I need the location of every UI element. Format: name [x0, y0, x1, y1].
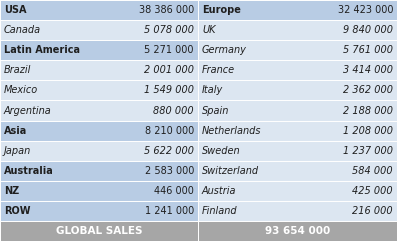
- Text: Mexico: Mexico: [4, 85, 38, 95]
- Bar: [0, 221, 198, 241]
- Bar: [198, 201, 397, 221]
- Text: Spain: Spain: [202, 106, 229, 115]
- Bar: [0, 60, 198, 80]
- Text: 2 583 000: 2 583 000: [145, 166, 194, 176]
- Text: Australia: Australia: [4, 166, 54, 176]
- Text: Netherlands: Netherlands: [202, 126, 262, 136]
- Text: 5 078 000: 5 078 000: [144, 25, 194, 35]
- Text: 1 237 000: 1 237 000: [343, 146, 393, 156]
- Text: Germany: Germany: [202, 45, 247, 55]
- Text: Canada: Canada: [4, 25, 41, 35]
- Text: Latin America: Latin America: [4, 45, 80, 55]
- Bar: [198, 161, 397, 181]
- Text: 425 000: 425 000: [353, 186, 393, 196]
- Bar: [0, 40, 198, 60]
- Text: 446 000: 446 000: [154, 186, 194, 196]
- Bar: [0, 161, 198, 181]
- Text: 32 423 000: 32 423 000: [337, 5, 393, 15]
- Text: 1 549 000: 1 549 000: [144, 85, 194, 95]
- Bar: [198, 60, 397, 80]
- Bar: [0, 181, 198, 201]
- Text: Switzerland: Switzerland: [202, 166, 259, 176]
- Bar: [198, 181, 397, 201]
- Bar: [198, 141, 397, 161]
- Text: USA: USA: [4, 5, 27, 15]
- Bar: [0, 80, 198, 100]
- Text: Brazil: Brazil: [4, 65, 31, 75]
- Bar: [198, 40, 397, 60]
- Text: Sweden: Sweden: [202, 146, 241, 156]
- Text: 1 241 000: 1 241 000: [145, 206, 194, 216]
- Text: 5 622 000: 5 622 000: [144, 146, 194, 156]
- Text: 1 208 000: 1 208 000: [343, 126, 393, 136]
- Text: Argentina: Argentina: [4, 106, 52, 115]
- Bar: [198, 0, 397, 20]
- Text: 2 188 000: 2 188 000: [343, 106, 393, 115]
- Bar: [198, 20, 397, 40]
- Text: Asia: Asia: [4, 126, 27, 136]
- Text: NZ: NZ: [4, 186, 19, 196]
- Text: Austria: Austria: [202, 186, 237, 196]
- Bar: [0, 100, 198, 120]
- Text: 2 362 000: 2 362 000: [343, 85, 393, 95]
- Text: 8 210 000: 8 210 000: [145, 126, 194, 136]
- Text: 216 000: 216 000: [353, 206, 393, 216]
- Text: Japan: Japan: [4, 146, 31, 156]
- Text: 2 001 000: 2 001 000: [144, 65, 194, 75]
- Bar: [0, 0, 198, 20]
- Text: 9 840 000: 9 840 000: [343, 25, 393, 35]
- Text: ROW: ROW: [4, 206, 31, 216]
- Text: 584 000: 584 000: [353, 166, 393, 176]
- Bar: [0, 141, 198, 161]
- Bar: [0, 120, 198, 141]
- Bar: [0, 201, 198, 221]
- Bar: [198, 80, 397, 100]
- Bar: [198, 100, 397, 120]
- Text: 880 000: 880 000: [153, 106, 194, 115]
- Text: Finland: Finland: [202, 206, 238, 216]
- Text: GLOBAL SALES: GLOBAL SALES: [56, 226, 142, 236]
- Text: 38 386 000: 38 386 000: [139, 5, 194, 15]
- Bar: [0, 20, 198, 40]
- Text: 5 271 000: 5 271 000: [145, 45, 194, 55]
- Text: 3 414 000: 3 414 000: [343, 65, 393, 75]
- Text: UK: UK: [202, 25, 216, 35]
- Text: France: France: [202, 65, 235, 75]
- Text: 93 654 000: 93 654 000: [265, 226, 330, 236]
- Text: Italy: Italy: [202, 85, 223, 95]
- Bar: [198, 221, 397, 241]
- Text: 5 761 000: 5 761 000: [343, 45, 393, 55]
- Bar: [198, 120, 397, 141]
- Text: Europe: Europe: [202, 5, 241, 15]
